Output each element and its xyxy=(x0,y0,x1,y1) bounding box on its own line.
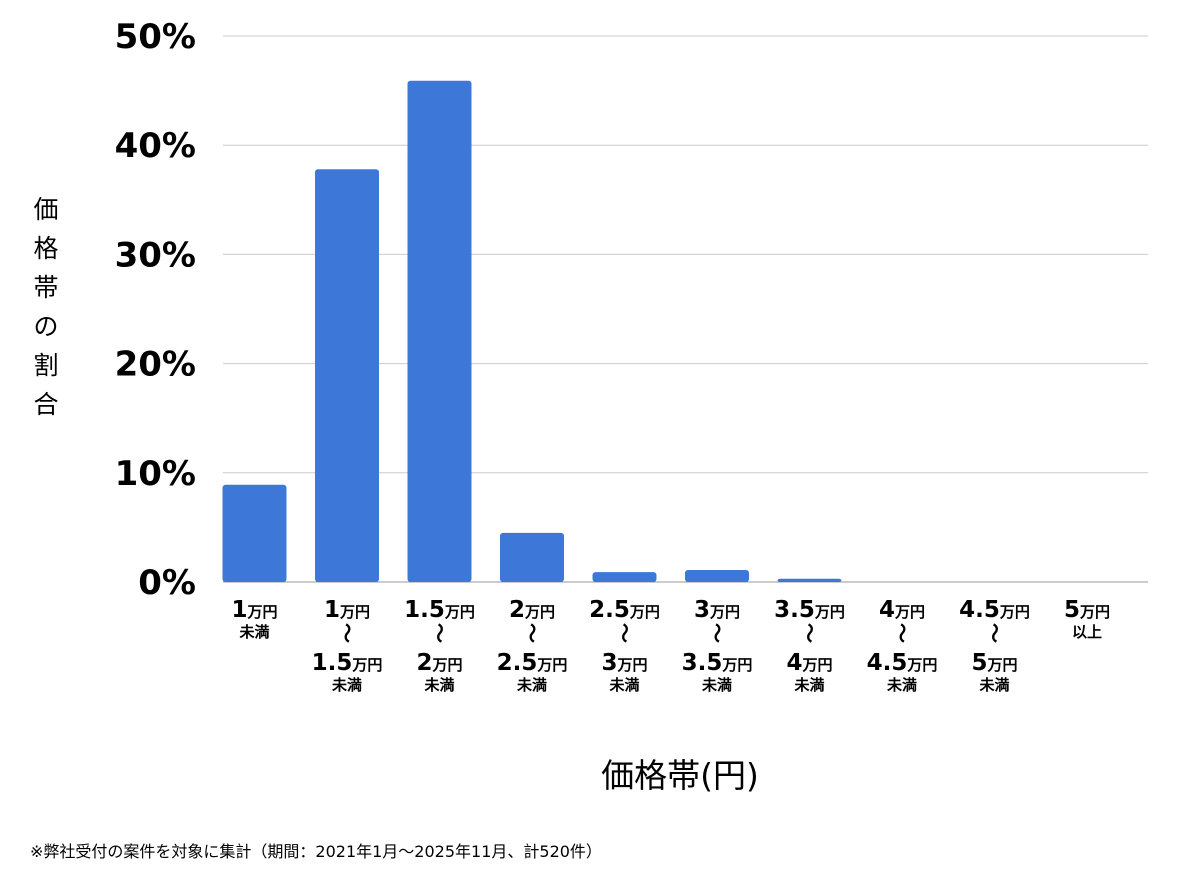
x-tick-label: 2.5万円 xyxy=(497,650,568,676)
x-axis-label: 価格帯(円) xyxy=(601,756,759,795)
bar xyxy=(500,532,564,582)
y-tick-label: 30% xyxy=(115,235,196,275)
x-tick-range-mark: 〜 xyxy=(335,623,359,643)
x-tick-label: 2万円 xyxy=(416,650,462,676)
x-tick-label: 1.5万円 xyxy=(404,597,475,623)
bar xyxy=(407,80,472,582)
x-tick-label: 1.5万円 xyxy=(312,650,383,676)
x-tick-range-mark: 〜 xyxy=(983,623,1007,643)
x-tick-label: 5万円 xyxy=(1064,597,1110,623)
x-tick-suffix: 未満 xyxy=(238,623,269,641)
bar-layer xyxy=(222,80,842,582)
bar xyxy=(777,578,842,582)
x-tick-label: 4.5万円 xyxy=(867,650,938,676)
x-tick-label: 2.5万円 xyxy=(589,597,660,623)
x-tick-suffix: 未満 xyxy=(423,676,454,694)
x-tick-suffix: 未満 xyxy=(331,676,362,694)
x-tick-label: 4.5万円 xyxy=(959,597,1030,623)
x-tick-label: 1万円 xyxy=(324,597,370,623)
x-tick-label: 5万円 xyxy=(971,650,1017,676)
y-tick-label: 50% xyxy=(115,17,196,57)
x-tick-suffix: 未満 xyxy=(516,676,547,694)
x-tick-suffix: 未満 xyxy=(608,676,639,694)
x-tick-label: 3.5万円 xyxy=(682,650,753,676)
bar xyxy=(315,169,379,582)
x-tick-suffix: 未満 xyxy=(793,676,824,694)
y-tick-label: 40% xyxy=(115,126,196,166)
x-tick-label: 2万円 xyxy=(509,597,555,623)
x-tick-label: 1万円 xyxy=(231,597,277,623)
grid-layer: 0% 10% 20% 30% 40% 50% xyxy=(115,17,1148,603)
x-tick-suffix: 以上 xyxy=(1072,623,1102,641)
x-tick-range-mark: 〜 xyxy=(798,623,822,643)
x-tick-range-mark: 〜 xyxy=(520,623,544,643)
x-tick-label: 4万円 xyxy=(879,597,925,623)
x-tick-label: 3.5万円 xyxy=(774,597,845,623)
footnote: ※弊社受付の案件を対象に集計（期間：2021年1月〜2025年11月、計520件… xyxy=(30,842,602,861)
bar xyxy=(685,569,749,582)
x-tick-label: 3万円 xyxy=(601,650,647,676)
bar xyxy=(592,572,657,582)
x-tick-suffix: 未満 xyxy=(886,676,917,694)
x-tick-range-mark: 〜 xyxy=(428,623,452,643)
x-tick-label: 3万円 xyxy=(694,597,740,623)
x-tick-suffix: 未満 xyxy=(701,676,732,694)
x-tick-range-mark: 〜 xyxy=(890,623,914,643)
y-tick-label: 10% xyxy=(115,454,196,494)
x-tick-range-mark: 〜 xyxy=(705,623,729,643)
x-tick-suffix: 未満 xyxy=(978,676,1009,694)
y-tick-label: 20% xyxy=(115,345,196,385)
y-axis-label: 価格帯の割合 xyxy=(33,195,58,419)
y-tick-label: 0% xyxy=(138,563,196,603)
bar xyxy=(222,484,287,582)
x-tick-range-mark: 〜 xyxy=(613,623,637,643)
x-tick-label: 4万円 xyxy=(786,650,832,676)
x-label-layer: 1万円未満1万円〜1.5万円未満1.5万円〜2万円未満2万円〜2.5万円未満2.… xyxy=(231,597,1110,694)
